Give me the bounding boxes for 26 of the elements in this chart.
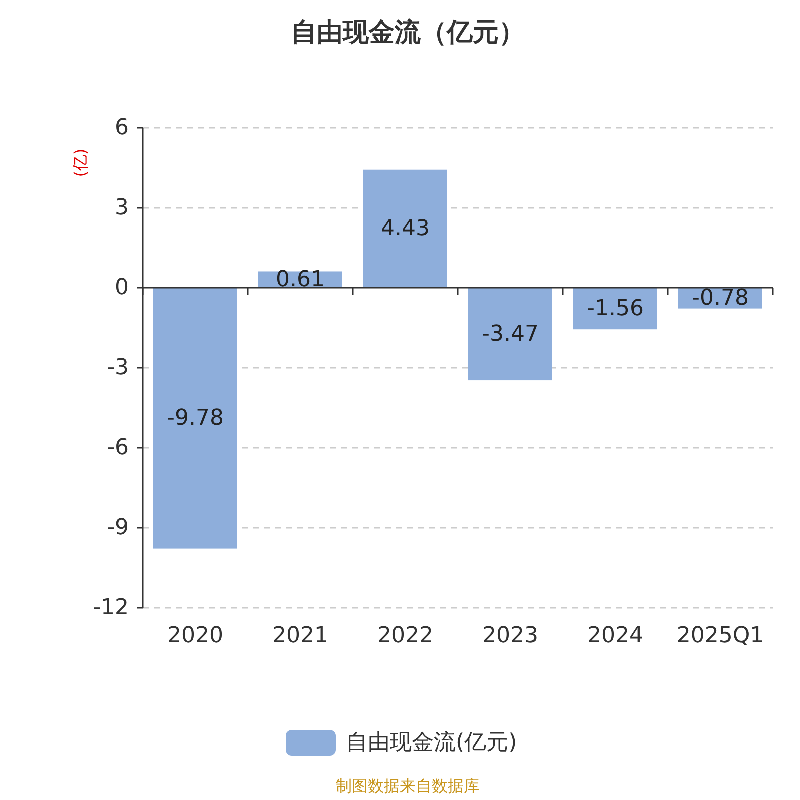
y-tick-label: -3: [107, 356, 129, 380]
x-tick-label: 2025Q1: [676, 624, 764, 648]
legend-label: 自由现金流(亿元): [346, 730, 518, 756]
bar: [468, 288, 552, 381]
y-tick-label: -12: [93, 596, 129, 620]
data-label: -9.78: [167, 406, 224, 431]
y-tick-label: -9: [107, 516, 129, 540]
y-tick-label: 6: [115, 116, 129, 140]
x-tick-label: 2022: [378, 624, 434, 648]
bar: [364, 170, 448, 288]
y-tick-label: 0: [115, 276, 129, 300]
data-label: -0.78: [692, 286, 749, 311]
data-label: -1.56: [587, 296, 644, 322]
y-axis-title: (亿): [71, 148, 90, 178]
bar: [154, 288, 238, 549]
x-tick-label: 2023: [482, 624, 538, 648]
text: 制图数据来自数据库: [336, 776, 480, 796]
x-tick-label: 2021: [272, 624, 328, 648]
x-tick-label: 2020: [168, 624, 224, 648]
data-label: 0.61: [276, 267, 325, 292]
x-tick-label: 2024: [588, 624, 644, 648]
data-label: -3.47: [482, 322, 539, 347]
chart-title: 自由现金流（亿元）: [291, 18, 525, 48]
y-tick-label: -6: [107, 436, 129, 460]
y-tick-label: 3: [115, 196, 129, 220]
data-label: 4.43: [381, 216, 430, 242]
